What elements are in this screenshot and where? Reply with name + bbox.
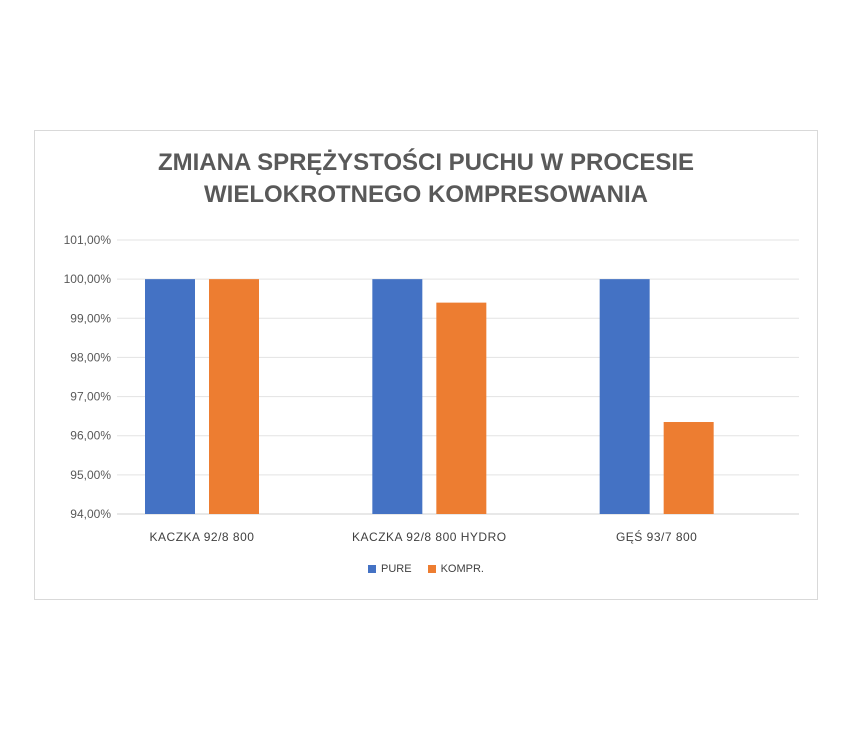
y-tick-label: 100,00% (64, 272, 112, 286)
chart-title: ZMIANA SPRĘŻYSTOŚCI PUCHU W PROCESIE WIE… (157, 149, 695, 208)
chart-card: ZMIANA SPRĘŻYSTOŚCI PUCHU W PROCESIE WIE… (34, 130, 818, 600)
y-tick-label: 98,00% (70, 350, 111, 364)
bar-kompr (209, 279, 259, 514)
bar-kompr (436, 302, 487, 514)
x-tick-label: GĘŚ 93/7 800 (616, 529, 697, 544)
y-tick-label: 96,00% (70, 429, 111, 443)
bar-pure (599, 279, 650, 514)
legend-label: PURE (381, 563, 412, 575)
y-tick-label: 99,00% (70, 311, 111, 325)
legend-label: KOMPR. (440, 563, 484, 575)
y-tick-label: 97,00% (70, 390, 111, 404)
y-tick-label: 94,00% (70, 507, 111, 521)
bar-kompr (663, 422, 714, 514)
legend-swatch (368, 565, 377, 573)
chart-legend: PURE KOMPR. (35, 563, 817, 575)
legend-item: PURE (368, 563, 412, 575)
x-tick-label: KACZKA 92/8 800 HYDRO (352, 530, 507, 544)
x-tick-label: KACZKA 92/8 800 (150, 530, 255, 544)
y-tick-label: 95,00% (70, 468, 111, 482)
bar-pure (372, 279, 423, 514)
legend-swatch (427, 565, 436, 573)
bar-chart: 94,00% 95,00% 96,00% 97,00% 98,00% 99,00% 100,… (64, 233, 799, 544)
bar-pure (145, 279, 195, 514)
y-tick-label: 101,00% (64, 233, 112, 247)
legend-item: KOMPR. (427, 563, 484, 575)
